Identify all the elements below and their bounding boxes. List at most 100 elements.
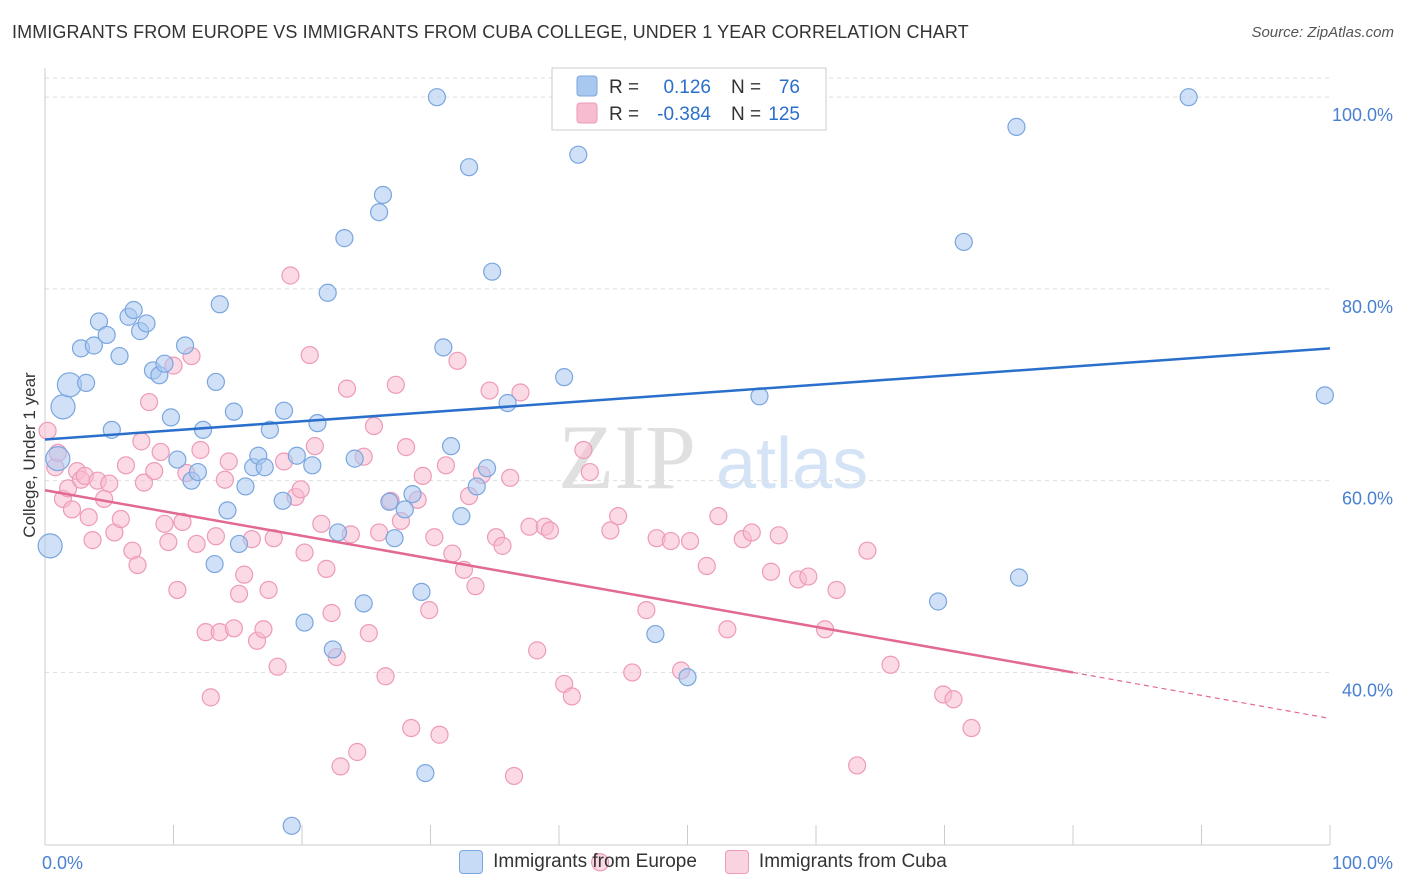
chart-title: IMMIGRANTS FROM EUROPE VS IMMIGRANTS FRO…: [12, 22, 969, 42]
europe-point: [678, 668, 697, 687]
cuba-point: [116, 456, 136, 475]
cuba-point: [697, 556, 716, 576]
cuba-point: [229, 584, 249, 603]
cuba-point: [761, 562, 781, 581]
europe-point: [380, 492, 399, 511]
y-tick-label: 40.0%: [1342, 680, 1393, 700]
cuba-point: [376, 667, 395, 686]
europe-point: [255, 458, 274, 477]
cuba-r-label: R =: [609, 104, 639, 125]
europe-point: [1179, 88, 1198, 107]
cuba-trend-line: [44, 489, 1074, 674]
cuba-point: [511, 383, 530, 402]
cuba-point: [540, 521, 560, 540]
europe-point: [1007, 117, 1026, 136]
legend-label-europe: Immigrants from Europe: [493, 851, 697, 872]
cuba-point: [111, 509, 130, 529]
cuba-n-value: 125: [768, 104, 800, 125]
cuba-point: [259, 580, 278, 600]
cuba-swatch: [724, 850, 749, 874]
europe-trend-line: [44, 347, 1331, 441]
cuba-point: [413, 466, 432, 485]
cuba-point: [215, 470, 234, 489]
legend-item-europe[interactable]: Immigrants from Europe: [459, 850, 697, 874]
europe-point: [37, 533, 63, 559]
europe-legend-swatch: [576, 75, 598, 97]
europe-point: [77, 373, 96, 392]
europe-point: [205, 554, 224, 574]
europe-point: [434, 338, 453, 357]
europe-point: [555, 368, 574, 387]
europe-point: [206, 372, 226, 392]
cuba-point: [281, 266, 300, 285]
axes: [44, 68, 1331, 846]
europe-point: [295, 613, 314, 632]
cuba-point: [151, 442, 170, 462]
cuba-point: [962, 718, 981, 738]
europe-point: [260, 420, 279, 439]
cuba-point: [364, 416, 384, 436]
europe-point: [45, 446, 71, 472]
europe-point: [427, 88, 447, 107]
europe-point: [1315, 386, 1334, 405]
cuba-point: [430, 725, 449, 744]
europe-point: [370, 203, 389, 222]
cuba-point: [520, 517, 539, 536]
europe-point: [282, 816, 301, 835]
cuba-legend-swatch: [576, 102, 598, 124]
europe-point: [161, 408, 181, 427]
cuba-point: [235, 565, 254, 584]
cuba-point: [62, 500, 82, 519]
series-legend: Immigrants from Europe Immigrants from C…: [0, 850, 1406, 874]
cuba-point: [300, 345, 319, 365]
europe-point: [210, 295, 229, 314]
europe-point: [467, 477, 486, 496]
legend-item-cuba[interactable]: Immigrants from Cuba: [724, 850, 947, 874]
cuba-point: [574, 440, 593, 460]
cuba-point: [504, 766, 524, 786]
europe-point: [328, 523, 348, 542]
europe-point: [345, 449, 364, 468]
europe-point: [137, 314, 156, 333]
europe-point: [224, 402, 243, 421]
cuba-point: [168, 580, 187, 600]
cuba-point: [359, 624, 378, 643]
gridlines: [45, 77, 1330, 673]
cuba-point: [402, 718, 421, 738]
europe-point: [498, 393, 517, 413]
europe-point: [646, 624, 665, 644]
cuba-point: [100, 474, 119, 493]
cuba-r-value: -0.384: [657, 104, 711, 125]
stats-legend: R = 0.126 N = 76 R = -0.384 N = 125: [551, 67, 827, 131]
cuba-point: [83, 531, 102, 550]
cuba-point: [370, 523, 389, 542]
europe-point: [188, 462, 208, 482]
cuba-point: [132, 432, 151, 451]
europe-point: [303, 456, 322, 475]
cuba-point: [501, 468, 520, 487]
cuba-point: [769, 526, 788, 545]
europe-r-value: 0.126: [663, 77, 711, 98]
cuba-point: [187, 534, 206, 554]
europe-point: [308, 414, 327, 433]
cuba-point: [322, 603, 341, 623]
europe-point: [97, 325, 116, 345]
cuba-point: [254, 620, 273, 639]
chart-source: Source: ZipAtlas.com: [1251, 24, 1394, 41]
europe-point: [110, 346, 129, 366]
cuba-point: [191, 440, 210, 460]
europe-points: [37, 88, 1334, 835]
cuba-point: [219, 452, 238, 471]
europe-point: [287, 446, 306, 465]
cuba-point: [425, 528, 444, 547]
cuba-point: [480, 381, 499, 400]
europe-point: [928, 592, 948, 611]
cuba-point: [436, 456, 456, 475]
y-tick-label: 100.0%: [1332, 105, 1393, 125]
europe-point: [274, 401, 294, 420]
europe-point: [954, 232, 973, 252]
europe-point: [452, 507, 471, 526]
cuba-point: [201, 688, 220, 707]
europe-point: [218, 501, 237, 520]
y-axis-title: College, Under 1 year: [20, 372, 39, 538]
